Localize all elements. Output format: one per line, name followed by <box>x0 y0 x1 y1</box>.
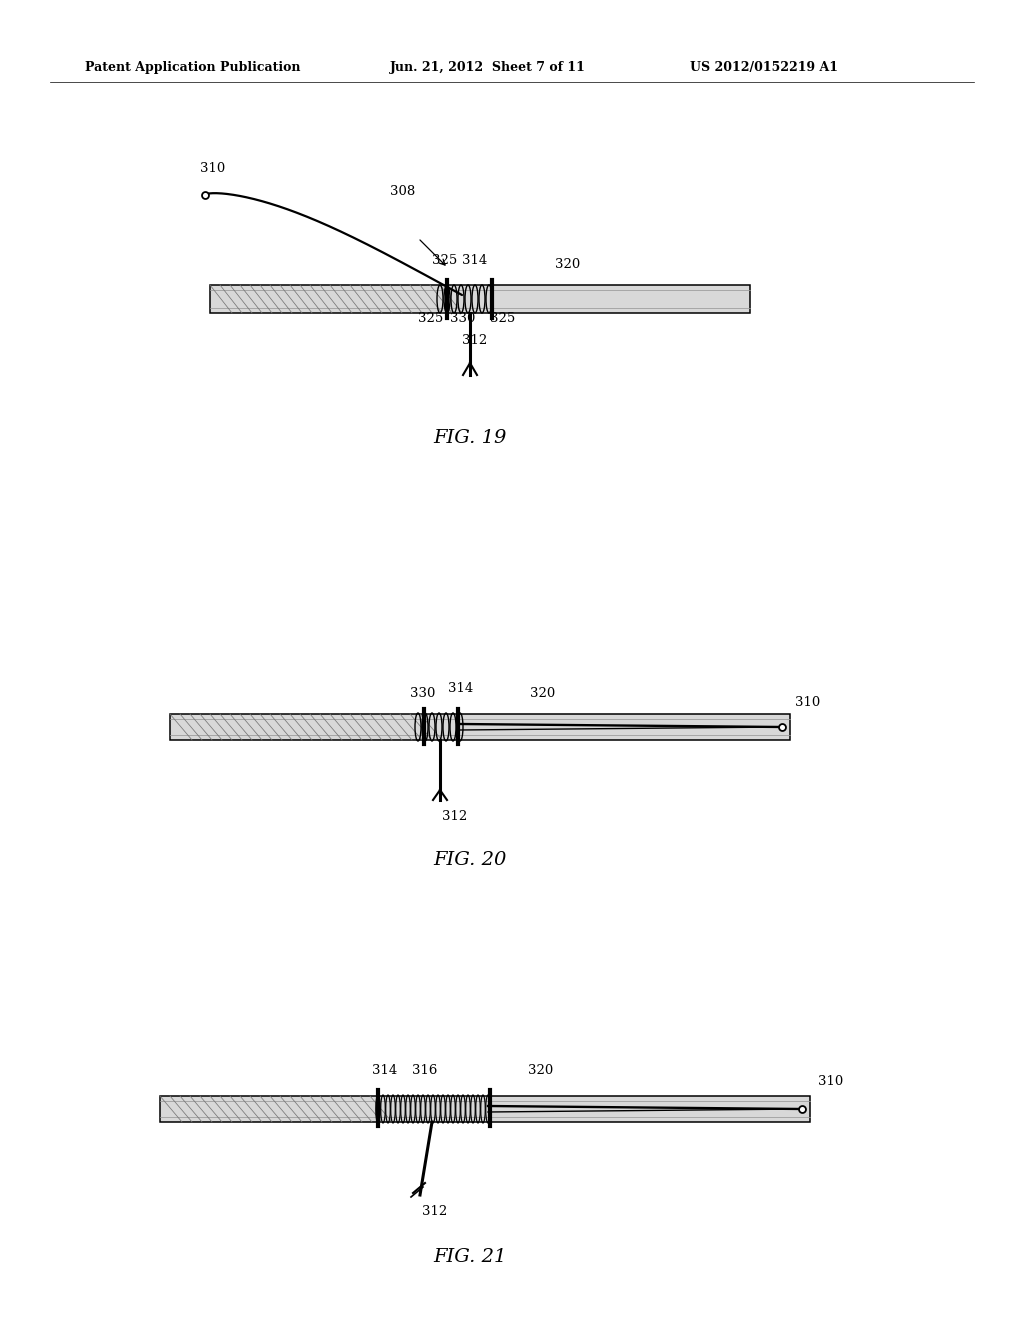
Text: 310: 310 <box>795 696 820 709</box>
Text: 320: 320 <box>530 686 555 700</box>
Text: Patent Application Publication: Patent Application Publication <box>85 62 300 74</box>
Text: FIG. 21: FIG. 21 <box>433 1247 507 1266</box>
Polygon shape <box>210 285 750 313</box>
Text: 320: 320 <box>555 257 581 271</box>
Text: 320: 320 <box>528 1064 553 1077</box>
Text: 325: 325 <box>490 312 515 325</box>
Text: FIG. 20: FIG. 20 <box>433 851 507 869</box>
Text: 310: 310 <box>200 162 225 176</box>
Text: FIG. 19: FIG. 19 <box>433 429 507 447</box>
Polygon shape <box>170 714 790 741</box>
Text: 325: 325 <box>418 312 443 325</box>
Text: 316: 316 <box>412 1064 437 1077</box>
Text: 310: 310 <box>818 1074 843 1088</box>
Polygon shape <box>160 1096 810 1122</box>
Text: Jun. 21, 2012  Sheet 7 of 11: Jun. 21, 2012 Sheet 7 of 11 <box>390 62 586 74</box>
Text: 314: 314 <box>462 253 487 267</box>
Text: 314: 314 <box>372 1064 397 1077</box>
Text: 308: 308 <box>390 185 416 198</box>
Text: 312: 312 <box>462 334 487 347</box>
Text: US 2012/0152219 A1: US 2012/0152219 A1 <box>690 62 838 74</box>
Text: 325: 325 <box>432 253 458 267</box>
Text: 330: 330 <box>450 312 475 325</box>
Text: 314: 314 <box>449 682 473 696</box>
Text: 312: 312 <box>422 1205 447 1218</box>
Text: 312: 312 <box>442 810 467 822</box>
Text: 330: 330 <box>410 686 435 700</box>
